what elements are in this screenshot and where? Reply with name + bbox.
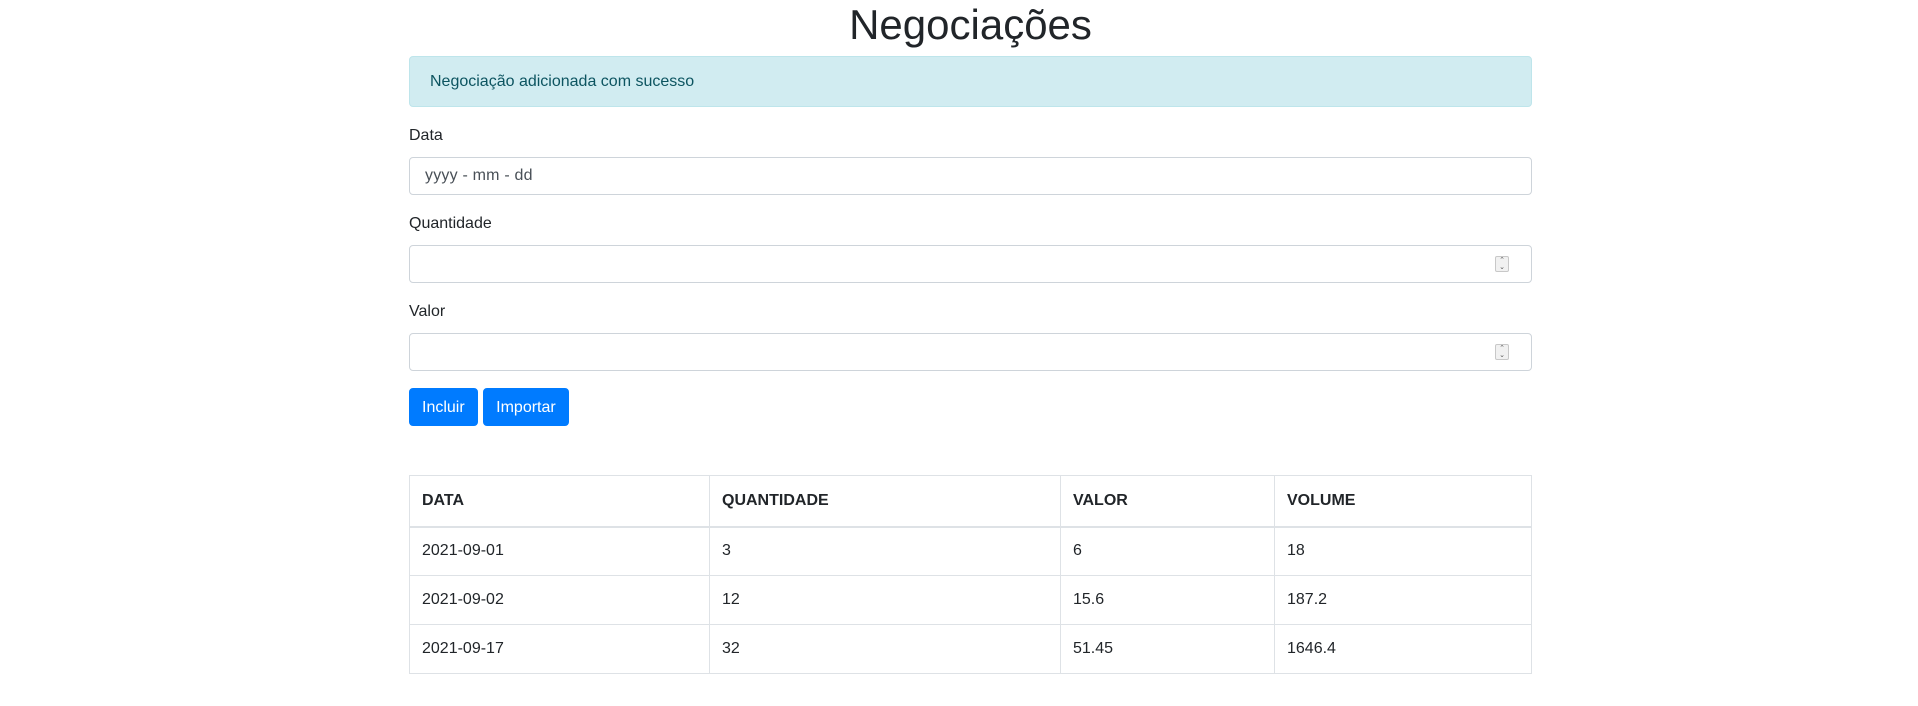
- cell-valor: 51.45: [1060, 624, 1275, 674]
- table-row: 2021-09-17 32 51.45 1646.4: [409, 624, 1532, 674]
- cell-data: 2021-09-01: [409, 526, 710, 576]
- valor-stepper[interactable]: ⌃ ⌄: [1495, 344, 1509, 360]
- header-volume: VOLUME: [1274, 475, 1532, 528]
- cell-volume: 18: [1274, 526, 1532, 576]
- negociacoes-table: DATA QUANTIDADE VALOR VOLUME 2021-09-01 …: [409, 475, 1532, 674]
- stepper-up-icon[interactable]: ⌃: [1499, 257, 1505, 264]
- quantidade-label: Quantidade: [409, 215, 492, 232]
- table-header-row: DATA QUANTIDADE VALOR VOLUME: [409, 475, 1532, 528]
- cell-volume: 1646.4: [1274, 624, 1532, 674]
- form-group-valor: Valor ⌃ ⌄: [409, 302, 1532, 371]
- importar-button[interactable]: Importar: [483, 388, 569, 426]
- valor-label: Valor: [409, 303, 446, 320]
- incluir-button[interactable]: Incluir: [409, 388, 478, 426]
- valor-input[interactable]: ⌃ ⌄: [409, 333, 1532, 371]
- cell-quantidade: 3: [709, 526, 1061, 576]
- cell-valor: 6: [1060, 526, 1275, 576]
- data-label: Data: [409, 127, 443, 144]
- cell-data: 2021-09-02: [409, 575, 710, 625]
- quantidade-stepper[interactable]: ⌃ ⌄: [1495, 256, 1509, 272]
- data-input-placeholder: yyyy - mm - dd: [425, 167, 533, 184]
- page-title: Negociações: [849, 1, 1092, 48]
- cell-quantidade: 32: [709, 624, 1061, 674]
- data-input[interactable]: yyyy - mm - dd: [409, 157, 1532, 195]
- success-alert: Negociação adicionada com sucesso: [409, 56, 1532, 107]
- stepper-up-icon[interactable]: ⌃: [1499, 345, 1505, 352]
- form-group-quantidade: Quantidade ⌃ ⌄: [409, 214, 1532, 283]
- quantidade-input[interactable]: ⌃ ⌄: [409, 245, 1532, 283]
- stepper-down-icon[interactable]: ⌄: [1499, 352, 1505, 359]
- table-row: 2021-09-02 12 15.6 187.2: [409, 575, 1532, 625]
- stepper-down-icon[interactable]: ⌄: [1499, 264, 1505, 271]
- header-quantidade: QUANTIDADE: [709, 475, 1061, 528]
- table-row: 2021-09-01 3 6 18: [409, 526, 1532, 576]
- cell-quantidade: 12: [709, 575, 1061, 625]
- form-group-data: Data yyyy - mm - dd: [409, 126, 1532, 195]
- header-valor: VALOR: [1060, 475, 1275, 528]
- form-buttons: Incluir Importar: [409, 388, 1532, 426]
- header-data: DATA: [409, 475, 710, 528]
- cell-volume: 187.2: [1274, 575, 1532, 625]
- negociacao-form: Data yyyy - mm - dd Quantidade ⌃ ⌄ Valor…: [409, 126, 1532, 426]
- cell-valor: 15.6: [1060, 575, 1275, 625]
- main-container: Negociações Negociação adicionada com su…: [409, 0, 1532, 674]
- cell-data: 2021-09-17: [409, 624, 710, 674]
